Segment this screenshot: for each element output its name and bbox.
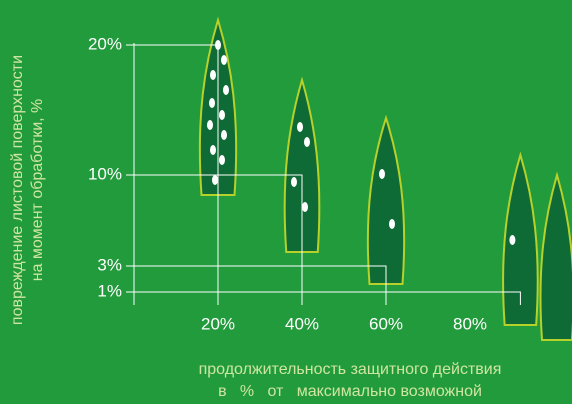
leaf-spot (209, 98, 215, 108)
connector (134, 174, 303, 305)
leaf-spot (304, 137, 310, 147)
y-tick-label: 10% (88, 164, 122, 183)
leaf-spot (379, 169, 385, 179)
leaf-spot (302, 202, 308, 212)
leaf-spot (210, 70, 216, 80)
leaf-spot (509, 235, 516, 245)
x-tick-label: 60% (369, 314, 403, 333)
y-title-line: повреждение листовой поверхности (9, 55, 26, 325)
y-title-line: на момент обработки, % (29, 99, 46, 282)
connector (134, 44, 219, 305)
y-tick-label: 3% (97, 255, 122, 274)
x-tick-label: 20% (201, 314, 235, 333)
leaf-spot (223, 85, 229, 95)
leaf-spot (291, 177, 297, 187)
leaf-spot (219, 155, 225, 165)
leaf-spot (297, 122, 303, 132)
x-title-line: в % от максимально возможной (218, 383, 482, 400)
leaf (502, 151, 539, 326)
y-tick-label: 20% (88, 34, 122, 53)
leaf-spot (210, 145, 216, 155)
leaf-spot (389, 219, 395, 229)
y-title: повреждение листовой поверхности на моме… (9, 55, 46, 325)
x-tick-label: 80% (453, 314, 487, 333)
leaf (539, 171, 572, 341)
leaf-spot (221, 130, 227, 140)
x-tick-label: 40% (285, 314, 319, 333)
connector (134, 291, 521, 305)
leaf-spot (219, 110, 225, 120)
leaf-spot (221, 55, 227, 65)
leaf-spot (207, 120, 213, 130)
y-tick-label: 1% (97, 281, 122, 300)
leaf-spot (212, 175, 218, 185)
x-title-line: продолжительность защитного действия (199, 361, 502, 378)
